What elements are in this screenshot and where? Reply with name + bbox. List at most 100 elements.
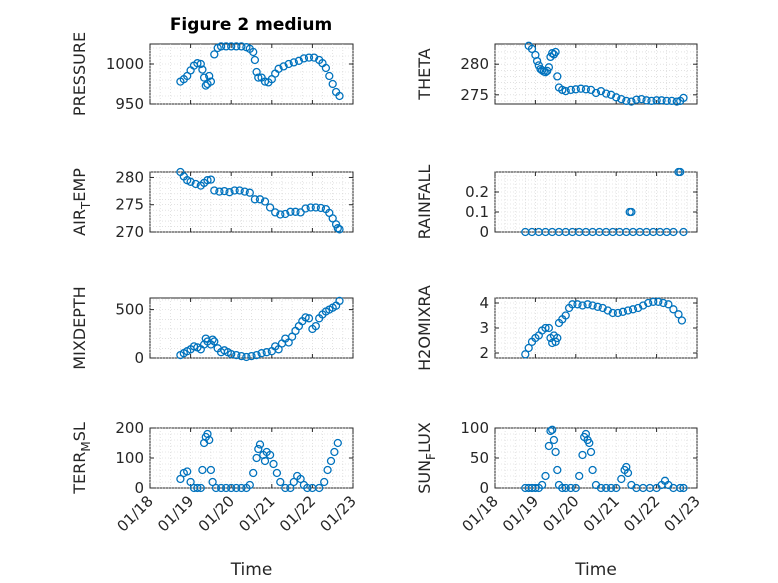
y-tick-label: 100 — [115, 449, 144, 467]
y-tick-label: 0 — [479, 479, 489, 497]
data-point — [618, 307, 628, 316]
data-point — [232, 42, 241, 51]
data-point — [210, 50, 219, 59]
data-point — [596, 483, 606, 493]
x-tick-label: 01/18 — [459, 492, 502, 535]
data-point — [206, 465, 216, 475]
data-point — [249, 47, 258, 57]
data-point — [196, 483, 205, 493]
data-point — [208, 477, 217, 487]
y-axis-label: MIXDEPTH — [70, 286, 89, 369]
y-tick-label: 270 — [115, 223, 144, 241]
data-point — [201, 81, 210, 90]
data-point — [198, 65, 207, 74]
data-point — [193, 59, 202, 68]
data-point — [652, 96, 661, 105]
data-point — [531, 483, 540, 493]
data-point — [304, 314, 314, 323]
subplot-air-temp: 270 275 280 AIRTEMP — [70, 168, 354, 241]
data-point — [588, 465, 597, 475]
y-axis-label: SUNFLUX — [415, 422, 438, 494]
data-point — [252, 67, 261, 77]
data-point — [586, 447, 596, 457]
data-point — [281, 483, 290, 493]
data-point — [279, 62, 288, 71]
y-tick-label: 4 — [479, 294, 489, 312]
data-point — [551, 447, 560, 457]
y-tick-label: 275 — [460, 86, 489, 104]
x-tick-label: 01/19 — [499, 492, 542, 535]
data-point — [551, 47, 560, 57]
y-tick-label: 0 — [134, 479, 144, 497]
data-point — [304, 53, 314, 62]
data-point — [250, 195, 260, 204]
data-point — [325, 71, 334, 81]
data-point — [676, 167, 685, 177]
data-point — [591, 88, 601, 98]
x-tick-label: 01/19 — [154, 492, 197, 535]
data-point — [216, 483, 226, 493]
data-point — [585, 438, 594, 448]
data-point — [260, 456, 270, 466]
data-point — [265, 450, 275, 460]
data-point — [262, 348, 271, 357]
data-point — [612, 93, 621, 102]
data-point — [227, 349, 236, 359]
data-point — [315, 483, 324, 493]
data-point — [320, 477, 329, 487]
data-point — [596, 86, 606, 96]
subplot-theta: 275 280 THETA — [415, 41, 698, 106]
data-point — [235, 186, 244, 195]
data-point — [588, 301, 597, 310]
data-point — [326, 456, 336, 466]
data-point — [669, 305, 678, 314]
data-point — [301, 313, 310, 322]
data-point — [230, 186, 239, 195]
data-point — [281, 209, 290, 219]
data-point — [649, 297, 658, 306]
data-point — [206, 175, 216, 184]
subplot-terr-msl: 0 100 200 TERRMSL 01/1801/1901/2001/2101/220… — [70, 419, 360, 580]
data-point — [613, 308, 623, 318]
data-point — [289, 477, 298, 487]
data-point — [299, 54, 309, 63]
data-point — [571, 85, 580, 94]
subplot-h2omixra: 2 3 4 H2OMIXRA — [415, 285, 698, 371]
y-tick-label: 950 — [115, 95, 144, 113]
data-point — [257, 349, 266, 358]
data-point — [676, 483, 685, 493]
y-tick-label: 2 — [479, 344, 489, 362]
data-point — [561, 86, 570, 96]
data-point — [633, 303, 643, 313]
data-point — [303, 483, 312, 493]
data-point — [198, 465, 207, 475]
data-point — [316, 203, 326, 213]
y-tick-label: 280 — [460, 55, 489, 73]
data-point — [232, 350, 241, 360]
x-tick-label: 01/22 — [276, 492, 319, 535]
data-point — [546, 426, 555, 436]
data-point — [255, 195, 265, 204]
y-tick-label: 500 — [115, 301, 144, 319]
data-point — [211, 483, 221, 493]
data-point — [255, 440, 265, 449]
data-point — [321, 63, 331, 73]
data-point — [627, 207, 636, 217]
data-point — [677, 316, 687, 325]
data-point — [664, 300, 673, 309]
data-point — [249, 468, 258, 478]
data-point — [628, 305, 638, 314]
data-point — [335, 225, 344, 234]
data-point — [571, 483, 580, 493]
data-point — [186, 477, 195, 487]
data-point — [269, 459, 278, 469]
y-tick-label: 200 — [115, 419, 144, 437]
data-point — [221, 42, 231, 51]
data-point — [220, 186, 229, 196]
data-point — [662, 96, 671, 106]
data-point — [669, 227, 678, 237]
data-point — [252, 453, 261, 463]
data-point — [208, 335, 217, 344]
data-point — [271, 208, 280, 217]
